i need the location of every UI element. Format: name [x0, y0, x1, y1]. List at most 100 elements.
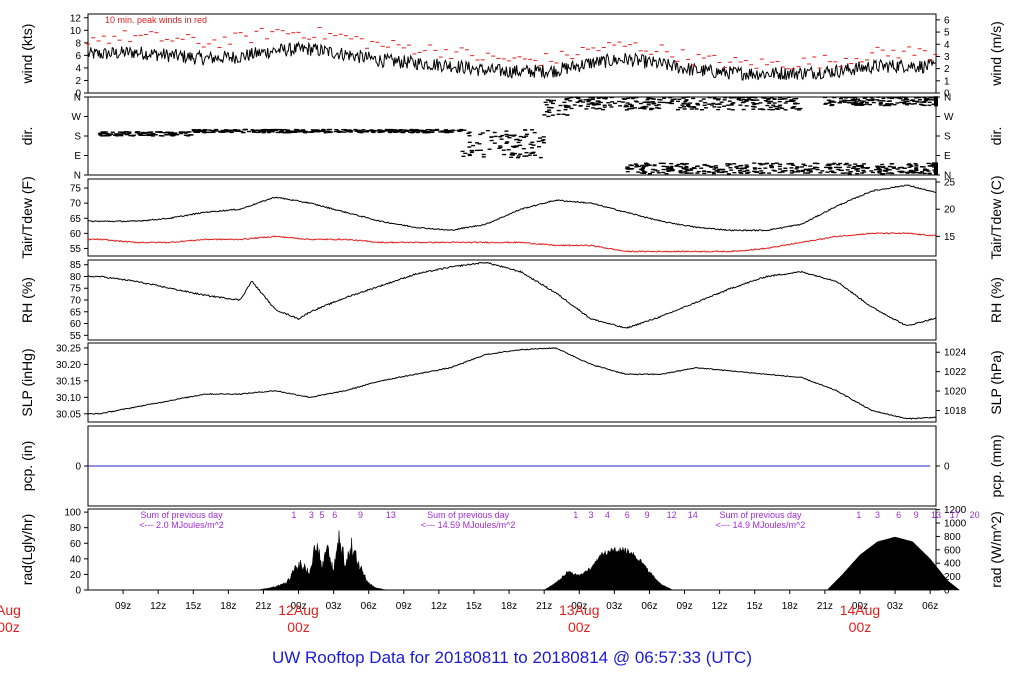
wind-ytick-label-left: 2 — [75, 76, 81, 87]
x-axis-tick-label: 15z — [466, 601, 482, 612]
rad-hour-mark: 6 — [625, 510, 630, 520]
wind-ytick-label-left: 12 — [70, 13, 82, 24]
rad-ytick-label-right: 1000 — [944, 519, 967, 530]
x-axis-tick-label: 18z — [220, 601, 236, 612]
temp-ytick-label-right: 20 — [944, 205, 956, 216]
rh-ylabel-right: RH (%) — [988, 277, 1004, 323]
x-axis-tick-label: 12z — [150, 601, 166, 612]
chart-footer-title: UW Rooftop Data for 20180811 to 20180814… — [271, 648, 752, 667]
x-axis-tick-label: 09z — [396, 601, 412, 612]
temp-ylabel-right: Tair/Tdew (C) — [988, 175, 1004, 259]
rh-ytick-label-left: 65 — [70, 307, 82, 318]
slp-ytick-label-left: 30.10 — [56, 393, 81, 404]
rad-ytick-label-left: 60 — [70, 539, 82, 550]
x-axis-tick-label: 21z — [817, 601, 833, 612]
x-axis-tick-label: 09z — [115, 601, 131, 612]
rad-hour-mark: 9 — [358, 510, 363, 520]
x-axis-tick-label: 00z — [852, 601, 868, 612]
slp-ytick-label-right: 1020 — [944, 387, 967, 398]
rad-sum-value: <--- 14.9 MJoules/m^2 — [716, 520, 806, 530]
wind-ytick-label-right: 5 — [944, 28, 950, 39]
rh-ytick-label-left: 75 — [70, 284, 82, 295]
wind-annotation: 10 min. peak winds in red — [105, 15, 207, 25]
x-axis-day-time: 00z — [568, 619, 591, 635]
slp-ytick-label-left: 30.05 — [56, 409, 81, 420]
x-axis-day-time: 00z — [849, 619, 872, 635]
rh-series-line-0 — [87, 261, 937, 329]
temp-ytick-label-right: 15 — [944, 232, 956, 243]
dir-ylabel-left: dir. — [19, 127, 35, 146]
rad-hour-mark: 9 — [914, 510, 919, 520]
temp-frame — [87, 178, 937, 257]
dir-ytick-label-left: E — [74, 151, 81, 162]
rad-ytick-label-left: 80 — [70, 523, 82, 534]
wind-ytick-label-right: 4 — [944, 40, 950, 51]
rad-hour-mark: 4 — [605, 510, 610, 520]
rad-hour-mark: 3 — [309, 510, 314, 520]
rad-sum-label: Sum of previous day — [141, 510, 224, 520]
rh-ytick-label-left: 55 — [70, 331, 82, 342]
slp-ytick-label-left: 30.15 — [56, 376, 81, 387]
pcp-ylabel-left: pcp. (in) — [19, 441, 35, 492]
rad-hour-mark: 12 — [667, 510, 677, 520]
rh-ylabel-left: RH (%) — [19, 277, 35, 323]
wind-ytick-label-right: 2 — [944, 64, 950, 75]
rad-hour-mark: 1 — [856, 510, 861, 520]
rh-ytick-label-left: 85 — [70, 260, 82, 271]
slp-ytick-label-left: 30.20 — [56, 360, 81, 371]
dir-ytick-label-left: N — [74, 93, 81, 104]
dir-ytick-label-left: N — [74, 171, 81, 182]
temp-series-line-0 — [87, 184, 936, 232]
x-axis-tick-label: 03z — [606, 601, 622, 612]
x-axis-day-label: 13Aug — [559, 602, 599, 618]
rad-hour-mark: 6 — [332, 510, 337, 520]
rad-hour-mark: 3 — [875, 510, 880, 520]
x-axis-tick-label: 03z — [887, 601, 903, 612]
temp-ytick-label-left: 70 — [70, 199, 82, 210]
temp-ytick-label-left: 75 — [70, 184, 82, 195]
rad-hour-mark: 13 — [931, 510, 941, 520]
x-axis-tick-label: 06z — [641, 601, 657, 612]
temp-ytick-label-left: 55 — [70, 244, 82, 255]
wind-ytick-label-left: 8 — [75, 38, 81, 49]
rad-sum-label: Sum of previous day — [427, 510, 510, 520]
wind-ylabel-left: wind (kts) — [19, 24, 35, 85]
x-axis-tick-label: 09z — [676, 601, 692, 612]
rad-ylabel-right: rad (W/m^2) — [988, 511, 1004, 588]
wind-ytick-label-right: 0 — [944, 89, 950, 100]
temp-ytick-label-left: 60 — [70, 229, 82, 240]
rad-ylabel-left: rad(Lgly/hr) — [19, 514, 35, 586]
x-axis-tick-label: 00z — [571, 601, 587, 612]
slp-ytick-label-right: 1018 — [944, 406, 967, 417]
rad-day-area-1 — [543, 546, 673, 591]
rad-sum-value: <--- 14.59 MJoules/m^2 — [421, 520, 516, 530]
rad-ytick-label-right: 400 — [944, 559, 961, 570]
x-axis-day-time: 00z — [0, 619, 20, 635]
rh-ytick-label-left: 70 — [70, 296, 82, 307]
rad-hour-mark: 6 — [896, 510, 901, 520]
x-axis-tick-label: 18z — [782, 601, 798, 612]
x-axis-tick-label: 18z — [501, 601, 517, 612]
x-axis-tick-label: 03z — [326, 601, 342, 612]
x-axis-day-label: 14Aug — [840, 602, 880, 618]
x-axis-tick-label: 12z — [431, 601, 447, 612]
rh-ytick-label-left: 60 — [70, 319, 82, 330]
rad-hour-mark: 5 — [319, 510, 324, 520]
x-axis-tick-label: 21z — [536, 601, 552, 612]
x-axis-day-time: 00z — [287, 619, 310, 635]
slp-ylabel-left: SLP (inHg) — [19, 348, 35, 416]
rad-sum-value: <--- 2.0 MJoules/m^2 — [139, 520, 224, 530]
dir-ytick-label-right: N — [944, 171, 951, 182]
x-axis-tick-label: 00z — [290, 601, 306, 612]
wind-ytick-label-left: 4 — [75, 63, 81, 74]
rad-sum-label: Sum of previous day — [720, 510, 803, 520]
rad-hour-mark: 1 — [573, 510, 578, 520]
slp-ytick-label-left: 30.25 — [56, 343, 81, 354]
rad-ytick-label-left: 100 — [64, 508, 81, 519]
x-axis-day-label: Aug — [0, 602, 21, 618]
wind-ytick-label-right: 6 — [944, 15, 950, 26]
wind-ytick-label-left: 0 — [75, 89, 81, 100]
rad-ytick-label-right: 1200 — [944, 505, 967, 516]
rad-hour-mark: 13 — [386, 510, 396, 520]
slp-series-line-0 — [87, 347, 936, 420]
